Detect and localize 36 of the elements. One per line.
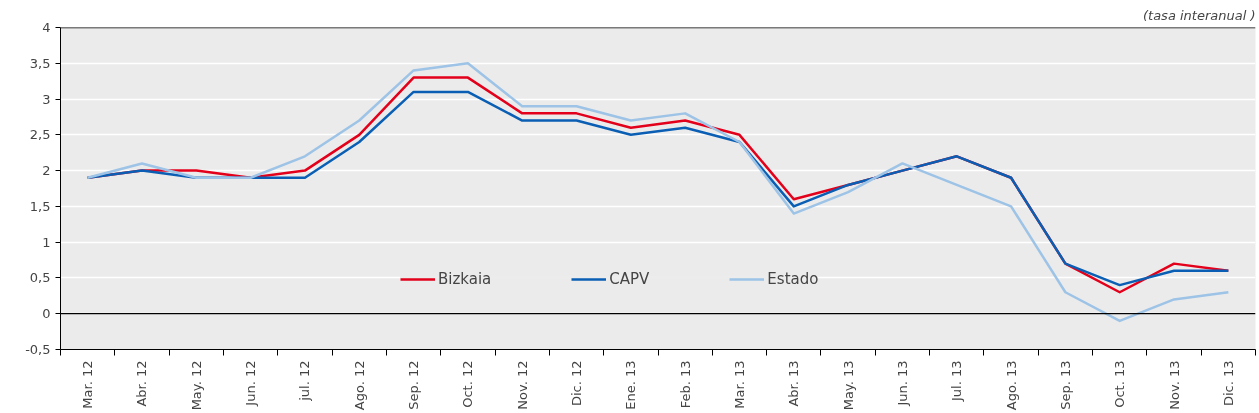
y-tick-label: 4 (42, 20, 51, 35)
x-tick-label: Mar. 13 (731, 360, 747, 409)
legend-label: Estado (767, 270, 819, 288)
x-tick-label: Nov. 12 (514, 360, 530, 410)
x-tick-label: Jun. 12 (243, 360, 259, 407)
y-tick-label: 1,5 (29, 198, 51, 214)
x-tick-label: Ene. 13 (623, 360, 639, 410)
y-tick-label: 0,5 (29, 270, 51, 286)
y-tick-label: 2,5 (29, 127, 51, 143)
x-tick-label: Abr. 12 (134, 360, 150, 407)
legend-label: CAPV (609, 270, 650, 288)
x-tick-label: Sep. 12 (406, 360, 422, 410)
x-tick-label: Jun. 13 (894, 360, 910, 407)
x-tick-label: Sep. 13 (1057, 360, 1073, 410)
text: (tasa interanual ) (1142, 7, 1256, 23)
y-tick-label: 2 (42, 163, 51, 179)
y-tick-label: -0,5 (25, 342, 51, 357)
x-tick-label: Abr. 13 (786, 360, 802, 407)
x-tick-label: Mar. 12 (80, 360, 96, 409)
x-tick-label: May. 12 (188, 360, 204, 411)
y-tick-label: 1 (42, 234, 51, 250)
x-tick-label: Nov. 13 (1166, 360, 1182, 410)
x-tick-label: Oct. 13 (1112, 360, 1128, 408)
legend-label: Bizkaia (438, 270, 492, 288)
x-tick-label: Oct. 12 (460, 360, 476, 408)
x-tick-label: Jul. 13 (949, 360, 965, 402)
x-tick-label: Feb. 13 (677, 360, 693, 409)
y-tick-label: 3,5 (29, 55, 51, 71)
x-tick-label: Ago. 12 (351, 360, 367, 411)
x-tick-label: Dic. 13 (1220, 360, 1236, 407)
y-tick-label: 3 (42, 91, 51, 107)
x-tick-label: May. 13 (840, 360, 856, 411)
x-tick-label: Dic. 12 (569, 360, 585, 407)
x-tick-label: jul. 12 (297, 360, 313, 402)
y-tick-label: 0 (42, 306, 51, 322)
x-tick-label: Ago. 13 (1003, 360, 1019, 411)
